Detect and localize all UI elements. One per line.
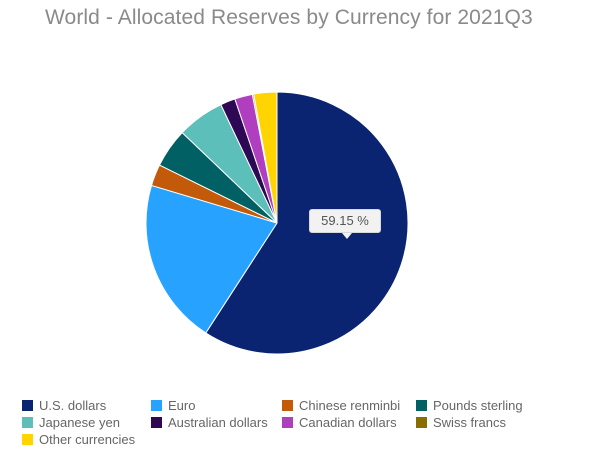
legend-swatch <box>151 417 162 428</box>
legend-item-euro[interactable]: Euro <box>151 398 195 413</box>
legend-swatch <box>22 417 33 428</box>
legend-item-chinese-renminbi[interactable]: Chinese renminbi <box>282 398 400 413</box>
legend-label: Japanese yen <box>39 415 120 430</box>
legend-swatch <box>151 400 162 411</box>
legend-swatch <box>416 417 427 428</box>
legend-swatch <box>416 400 427 411</box>
legend-label: Swiss francs <box>433 415 506 430</box>
legend-swatch <box>282 400 293 411</box>
legend-swatch <box>22 400 33 411</box>
legend-swatch <box>282 417 293 428</box>
legend-swatch <box>22 434 33 445</box>
legend-item-other-currencies[interactable]: Other currencies <box>22 432 135 447</box>
tooltip: 59.15 % <box>309 209 381 233</box>
legend-item-swiss-francs[interactable]: Swiss francs <box>416 415 506 430</box>
legend-item-australian-dollars[interactable]: Australian dollars <box>151 415 268 430</box>
tooltip-arrow <box>342 233 352 239</box>
legend-label: Euro <box>168 398 196 413</box>
pie-slice-u-s-dollars[interactable] <box>205 91 409 355</box>
legend-label: Canadian dollars <box>299 415 397 430</box>
pie-slice-euro[interactable] <box>145 184 278 334</box>
legend-item-us-dollars[interactable]: U.S. dollars <box>22 398 106 413</box>
legend-item-canadian-dollars[interactable]: Canadian dollars <box>282 415 397 430</box>
legend-item-japanese-yen[interactable]: Japanese yen <box>22 415 120 430</box>
legend-label: Australian dollars <box>168 415 268 430</box>
legend-label: Other currencies <box>39 432 136 447</box>
legend-item-pounds-sterling[interactable]: Pounds sterling <box>416 398 523 413</box>
legend-label: U.S. dollars <box>39 398 107 413</box>
chart-title: World - Allocated Reserves by Currency f… <box>45 6 533 29</box>
legend-label: Chinese renminbi <box>299 398 401 413</box>
pie-slice-other-currencies[interactable] <box>253 91 278 224</box>
legend-label: Pounds sterling <box>433 398 523 413</box>
